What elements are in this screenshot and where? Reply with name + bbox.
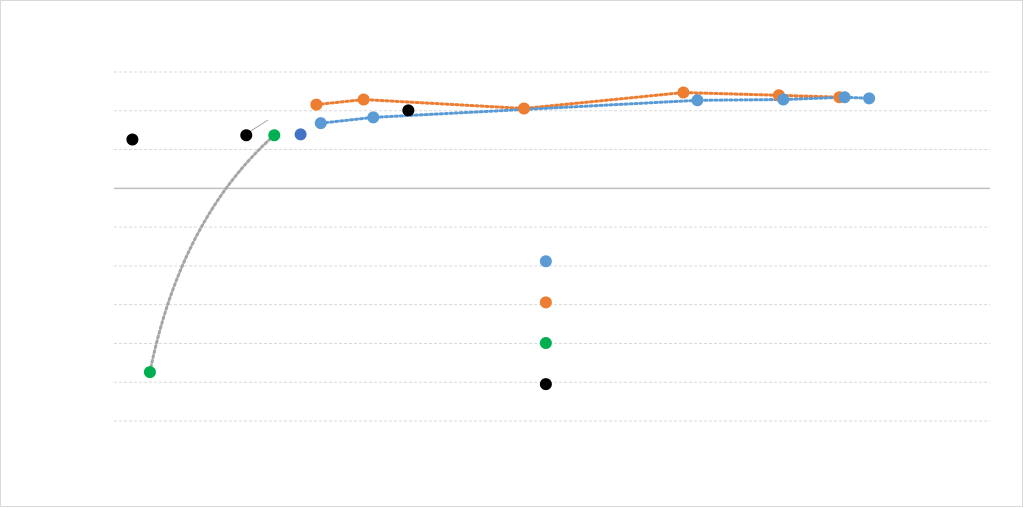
point <box>314 117 327 130</box>
point <box>539 378 552 391</box>
point <box>268 129 281 142</box>
point <box>863 92 876 105</box>
point <box>677 86 690 99</box>
point <box>310 98 323 111</box>
trendline <box>148 133 276 374</box>
point <box>777 93 790 106</box>
point <box>143 366 156 379</box>
point <box>126 133 139 146</box>
trendline <box>314 91 841 110</box>
point <box>517 102 530 115</box>
point <box>691 94 704 107</box>
point <box>539 255 552 268</box>
point <box>294 128 307 141</box>
point <box>402 104 415 117</box>
point <box>367 111 380 124</box>
point <box>539 296 552 309</box>
point <box>357 93 370 106</box>
point <box>240 129 253 142</box>
point <box>838 91 851 104</box>
point <box>539 337 552 350</box>
